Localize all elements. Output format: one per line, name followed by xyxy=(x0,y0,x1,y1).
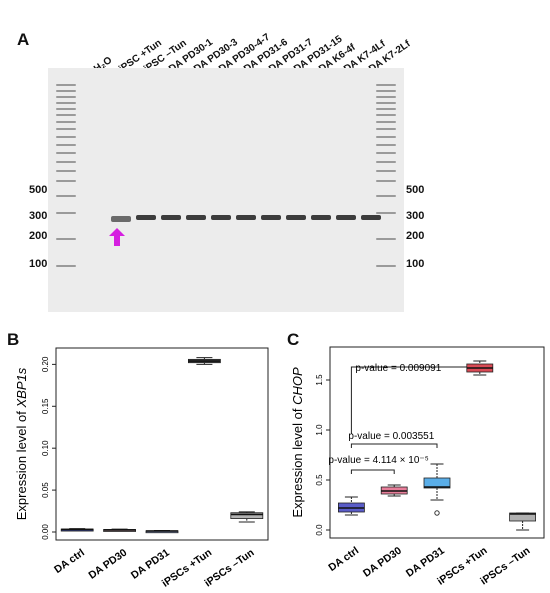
panel-b-letter: B xyxy=(7,330,20,349)
ladder-band xyxy=(56,152,76,154)
size-label-right: 200 xyxy=(406,230,425,242)
y-tick-label: 0.05 xyxy=(41,482,50,498)
size-label-left: 300 xyxy=(29,210,48,222)
ladder-band xyxy=(376,238,396,240)
y-tick-label: 0.5 xyxy=(315,474,324,486)
y-tick-label: 0.0 xyxy=(315,524,324,536)
sample-band xyxy=(311,215,331,220)
y-tick-label: 0.15 xyxy=(41,398,50,414)
y-axis-label: Expression level of XBP1s xyxy=(14,367,29,520)
ladder-band xyxy=(376,96,396,98)
ladder-band xyxy=(376,108,396,110)
x-category-label: DA ctrl xyxy=(326,545,361,574)
ladder-band xyxy=(56,108,76,110)
sample-band xyxy=(286,215,306,220)
p-value-annotation: p-value = 0.009091 xyxy=(355,363,441,374)
ladder-band xyxy=(56,114,76,116)
p-value-annotation: p-value = 0.003551 xyxy=(348,431,434,442)
ladder-band xyxy=(56,161,76,163)
ladder-band xyxy=(56,170,76,172)
x-category-label: DA ctrl xyxy=(52,547,87,576)
ladder-band xyxy=(376,114,396,116)
ladder-band xyxy=(376,90,396,92)
ladder-band xyxy=(376,84,396,86)
sample-band xyxy=(186,215,206,220)
ladder-band xyxy=(376,152,396,154)
ladder-band xyxy=(376,195,396,197)
xbp1s-boxplot: 0.00 0.05 0.10 0.15 0.20 Expression level of … xyxy=(14,347,269,590)
panel-a-letter: A xyxy=(17,30,30,49)
sample-band xyxy=(361,215,381,220)
y-tick-label: 0.20 xyxy=(41,356,50,372)
sample-band xyxy=(211,215,231,220)
panel-c-letter: C xyxy=(287,330,300,349)
ladder-band xyxy=(56,238,76,240)
y-tick-label: 1.5 xyxy=(315,374,324,386)
ladder-band xyxy=(376,212,396,214)
ladder-band xyxy=(56,136,76,138)
plot-frame xyxy=(329,346,545,539)
ladder-band xyxy=(376,136,396,138)
size-label-left: 200 xyxy=(29,230,48,242)
plot-frame xyxy=(55,347,269,541)
y-tick-label: 0.10 xyxy=(41,440,50,456)
ladder-band xyxy=(376,170,396,172)
ladder-band xyxy=(56,128,76,130)
up-arrow-icon xyxy=(109,228,125,246)
ladder-band xyxy=(56,144,76,146)
ladder-band xyxy=(376,265,396,267)
sample-band xyxy=(111,216,131,222)
ladder-band xyxy=(376,128,396,130)
ladder-band xyxy=(56,96,76,98)
ladder-band xyxy=(376,121,396,123)
size-label-right: 500 xyxy=(406,184,425,196)
sample-band xyxy=(236,215,256,220)
significance-bracket xyxy=(350,443,438,448)
x-category-label: DA PD30 xyxy=(361,545,404,580)
sample-band xyxy=(161,215,181,220)
size-label-left: 500 xyxy=(29,184,48,196)
box xyxy=(230,512,264,519)
size-label-right: 300 xyxy=(406,210,425,222)
x-category-label: DA PD30 xyxy=(86,547,129,582)
box xyxy=(423,477,451,489)
ladder-band xyxy=(56,84,76,86)
sample-band xyxy=(136,215,156,220)
sample-band xyxy=(261,215,281,220)
box xyxy=(509,512,537,522)
agarose-gel-image xyxy=(48,68,404,312)
y-tick-label: 1.0 xyxy=(315,424,324,436)
ladder-band xyxy=(56,212,76,214)
ladder-band xyxy=(376,144,396,146)
ladder-band xyxy=(56,102,76,104)
ladder-band xyxy=(56,90,76,92)
ladder-band xyxy=(376,180,396,182)
ladder-band xyxy=(376,102,396,104)
sample-band xyxy=(336,215,356,220)
y-tick-label: 0.00 xyxy=(41,524,50,540)
ladder-band xyxy=(56,121,76,123)
p-value-annotation: p-value = 4.114 × 10⁻⁵ xyxy=(328,455,428,466)
chop-boxplot: 0.0 0.5 1.0 1.5 Expression level of CHOP DA c… xyxy=(290,346,545,588)
ladder-band xyxy=(376,161,396,163)
ladder-band xyxy=(56,265,76,267)
significance-bracket xyxy=(350,469,395,474)
ladder-band xyxy=(56,195,76,197)
size-label-left: 100 xyxy=(29,258,48,270)
y-axis-label: Expression level of CHOP xyxy=(290,367,305,518)
size-label-right: 100 xyxy=(406,258,425,270)
outlier-point xyxy=(434,510,440,516)
ladder-band xyxy=(56,180,76,182)
significance-bracket xyxy=(350,366,467,434)
